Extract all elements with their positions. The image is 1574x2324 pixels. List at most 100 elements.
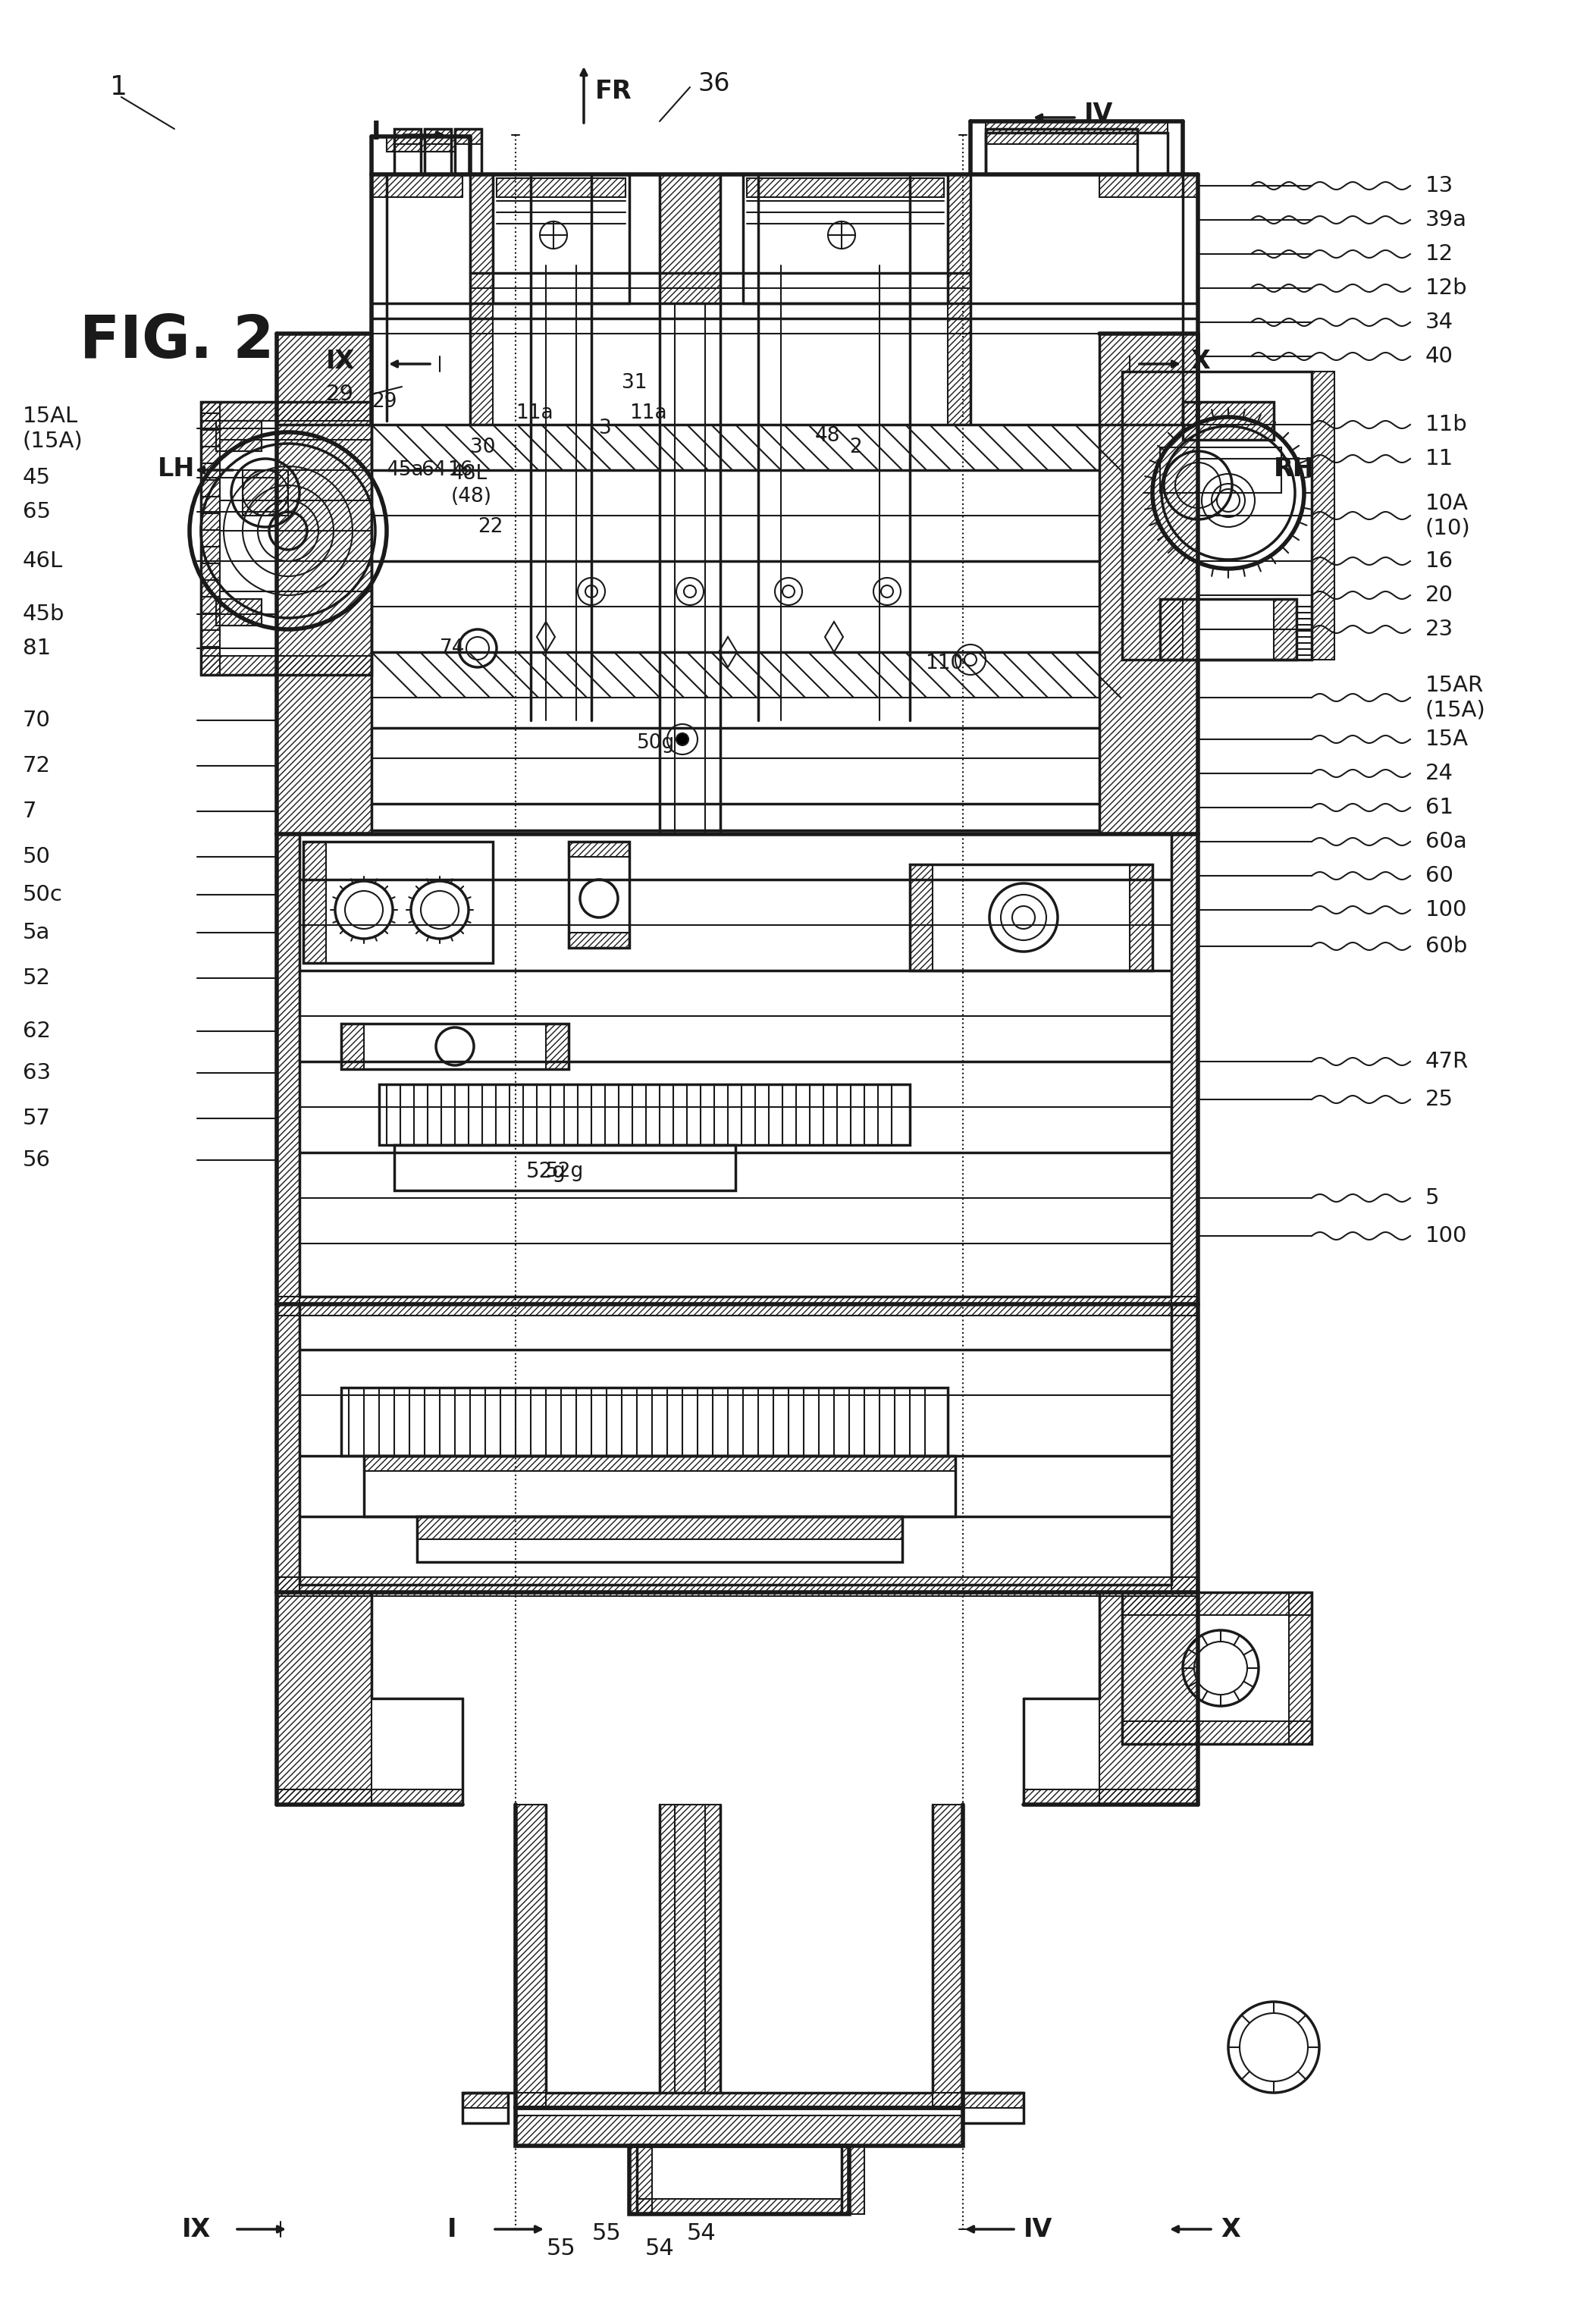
Text: 5a: 5a [22, 923, 50, 944]
Text: 54: 54 [686, 2222, 716, 2245]
Bar [201, 402, 371, 674]
Bar [948, 174, 971, 425]
Text: 40: 40 [1426, 346, 1453, 367]
Text: 22: 22 [477, 518, 504, 537]
Bar [216, 600, 261, 625]
Bar [216, 421, 261, 451]
Bar [1182, 402, 1273, 439]
Bar [497, 179, 625, 198]
Text: 100: 100 [1426, 899, 1467, 920]
Text: 45: 45 [22, 467, 50, 488]
Text: 11a: 11a [630, 404, 667, 423]
Bar [660, 1806, 721, 2092]
Text: 110: 110 [926, 653, 963, 674]
Text: 1: 1 [110, 74, 127, 100]
Bar [1099, 174, 1198, 198]
Bar [1130, 865, 1152, 971]
Text: 15A: 15A [1426, 730, 1469, 751]
Text: 45a: 45a [387, 460, 425, 481]
Text: X: X [1190, 349, 1210, 374]
Text: 45b: 45b [22, 604, 65, 625]
Bar [394, 128, 420, 174]
Bar [201, 655, 371, 674]
Bar [516, 2108, 963, 2145]
Bar [932, 1806, 963, 2108]
Bar [201, 402, 371, 421]
Text: 63: 63 [22, 1062, 50, 1083]
Text: 16: 16 [447, 460, 472, 481]
Text: 15AR
(15A): 15AR (15A) [1426, 674, 1486, 720]
Text: 48: 48 [815, 425, 841, 446]
Text: 5: 5 [1426, 1188, 1439, 1208]
Bar [364, 1455, 955, 1471]
Bar [277, 1592, 371, 1806]
Bar [963, 2092, 1023, 2108]
Text: 52g: 52g [526, 1162, 567, 1183]
Bar [342, 1387, 948, 1455]
Bar [425, 128, 452, 144]
Text: 11: 11 [1426, 449, 1454, 469]
Bar [342, 1023, 364, 1069]
Text: 70: 70 [22, 709, 50, 732]
Bar [568, 841, 630, 858]
Bar [304, 841, 493, 962]
Text: 31: 31 [622, 374, 647, 393]
Bar [417, 1518, 902, 1562]
Bar [277, 1789, 463, 1806]
Text: 39a: 39a [1426, 209, 1467, 230]
Bar [637, 2199, 842, 2215]
Bar [216, 600, 261, 625]
Text: 65: 65 [22, 502, 50, 523]
Bar [471, 174, 493, 425]
Text: 74: 74 [439, 639, 466, 658]
Bar [1273, 600, 1297, 660]
Bar [201, 402, 220, 674]
Bar [1023, 1789, 1198, 1806]
Bar [277, 1304, 299, 1592]
Bar [985, 128, 1138, 144]
Bar [1099, 335, 1198, 834]
Bar [387, 137, 455, 151]
Text: FIG. 2: FIG. 2 [80, 311, 274, 370]
Bar [394, 128, 420, 144]
Bar [277, 1297, 1198, 1315]
Bar [568, 841, 630, 948]
Text: 11b: 11b [1426, 414, 1467, 435]
Text: 10A
(10): 10A (10) [1426, 493, 1470, 539]
Text: 23: 23 [1426, 618, 1453, 639]
Text: 3: 3 [600, 418, 612, 439]
Text: 60a: 60a [1426, 832, 1467, 853]
Text: 30: 30 [471, 437, 496, 458]
Bar [1289, 1592, 1311, 1743]
Bar [371, 174, 463, 198]
Text: 24: 24 [1426, 762, 1453, 783]
Text: 16: 16 [1426, 551, 1453, 572]
Bar [568, 932, 630, 948]
Bar [1122, 1722, 1311, 1743]
Text: 25: 25 [1426, 1090, 1453, 1111]
Text: IV: IV [1084, 102, 1113, 125]
Text: 62: 62 [22, 1020, 50, 1041]
Bar [516, 1806, 546, 2108]
Text: 52g: 52g [546, 1162, 584, 1181]
Text: 54: 54 [645, 2238, 674, 2259]
Bar [1160, 446, 1281, 493]
Text: 12: 12 [1426, 244, 1453, 265]
Bar [379, 1085, 910, 1146]
Bar [1160, 600, 1182, 660]
Bar [394, 1146, 735, 1190]
Text: 48L
(48): 48L (48) [452, 465, 493, 507]
Bar [425, 128, 452, 174]
Bar [910, 865, 932, 971]
Text: 7: 7 [22, 802, 36, 823]
Text: 50g: 50g [637, 732, 675, 753]
Text: 72: 72 [22, 755, 50, 776]
Text: 50: 50 [22, 846, 50, 867]
Text: 61: 61 [1426, 797, 1453, 818]
Text: 36: 36 [697, 72, 730, 95]
Text: 81: 81 [22, 637, 50, 660]
Text: RH: RH [1273, 456, 1314, 481]
Text: 52: 52 [22, 967, 50, 988]
Bar [546, 1023, 568, 1069]
Bar [364, 1455, 955, 1518]
